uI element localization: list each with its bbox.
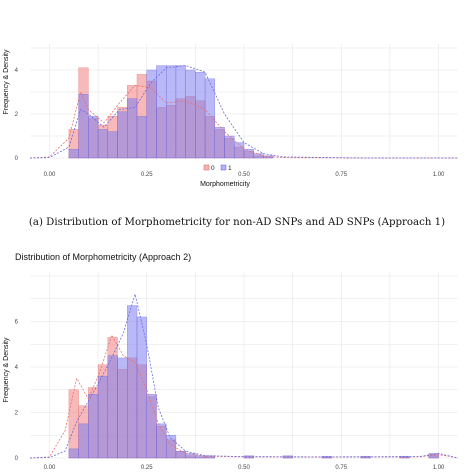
bar-series-1 [253, 153, 264, 159]
bar-series-1 [88, 115, 99, 159]
x-tick-label: 0.00 [44, 465, 56, 471]
bar-series-1 [127, 305, 138, 459]
y-axis-label: Frequency & Density [3, 337, 10, 402]
bar-series-1 [117, 357, 128, 459]
y-tick-label: 6 [15, 320, 19, 326]
histogram-bars [68, 65, 274, 159]
x-tick-label: 0.25 [141, 172, 153, 178]
density-curve-1 [29, 65, 458, 159]
x-tick-label: 0.75 [335, 465, 347, 471]
bar-series-1 [214, 126, 225, 159]
tick-labels: 0.00 0.25 0.50 0.75 1.00 0 2 4 [15, 68, 445, 178]
bar-series-1 [165, 435, 177, 459]
y-tick-label: 4 [15, 68, 19, 74]
bar-series-1 [97, 375, 109, 459]
bar-series-1 [263, 155, 274, 159]
chart-title: Distribution of Morphometricity (Approac… [15, 252, 191, 262]
x-tick-label: 1.00 [433, 465, 445, 471]
density-curve-1 [29, 292, 459, 459]
y-tick-label: 4 [15, 365, 19, 371]
tick-labels: 0.00 0.25 0.50 0.75 1.00 0 2 4 6 [15, 320, 445, 472]
bar-series-1 [204, 455, 216, 459]
chart-approach-2: Distribution of Morphometricity (Approac… [3, 252, 459, 472]
y-tick-label: 2 [15, 411, 19, 417]
y-tick-label: 0 [15, 156, 19, 162]
caption-a: (a) Distribution of Morphometricity for … [29, 216, 445, 228]
bar-series-1 [68, 448, 79, 459]
x-tick-label: 0.75 [335, 172, 347, 178]
bar-series-1 [136, 115, 147, 159]
bar-series-1 [165, 65, 177, 159]
bar-series-1 [127, 98, 138, 159]
legend-label-1: 1 [228, 165, 232, 172]
density-curves [29, 65, 458, 159]
legend-label-0: 0 [211, 165, 215, 172]
bar-series-1 [243, 148, 254, 159]
y-tick-label: 0 [15, 456, 19, 462]
bar-series-1 [156, 423, 167, 459]
bar-series-1 [234, 142, 245, 159]
x-tick-label: 0.25 [141, 465, 153, 471]
x-tick-label: 1.00 [433, 172, 445, 178]
bar-series-1 [195, 71, 206, 159]
bar-series-1 [78, 93, 89, 159]
bar-series-1 [78, 423, 89, 459]
bar-series-1 [107, 355, 118, 459]
bar-series-1 [185, 69, 196, 159]
density-curve-0 [29, 84, 458, 159]
x-axis-label: Morphometricity [200, 181, 250, 188]
y-tick-label: 2 [15, 112, 19, 118]
x-tick-label: 0.00 [44, 172, 56, 178]
bar-series-1 [136, 316, 147, 459]
density-curve-0 [29, 334, 459, 459]
bar-series-1 [428, 453, 439, 459]
x-tick-label: 0.50 [238, 465, 250, 471]
bar-series-1 [204, 78, 216, 159]
bar-series-1 [107, 131, 118, 159]
y-axis-label: Frequency & Density [3, 49, 10, 114]
bar-series-1 [88, 394, 99, 459]
density-curves [29, 292, 459, 459]
legend: 0 1 [203, 164, 232, 172]
bar-series-1 [156, 65, 167, 159]
legend-swatch-1 [220, 164, 227, 171]
x-tick-label: 0.50 [238, 172, 250, 178]
bar-series-1 [146, 69, 157, 159]
bar-series-1 [68, 148, 79, 159]
bar-series-1 [175, 65, 186, 159]
bar-series-0 [68, 389, 79, 459]
bar-series-1 [97, 129, 109, 159]
bar-series-1 [117, 111, 128, 159]
legend-swatch-0 [203, 164, 210, 171]
